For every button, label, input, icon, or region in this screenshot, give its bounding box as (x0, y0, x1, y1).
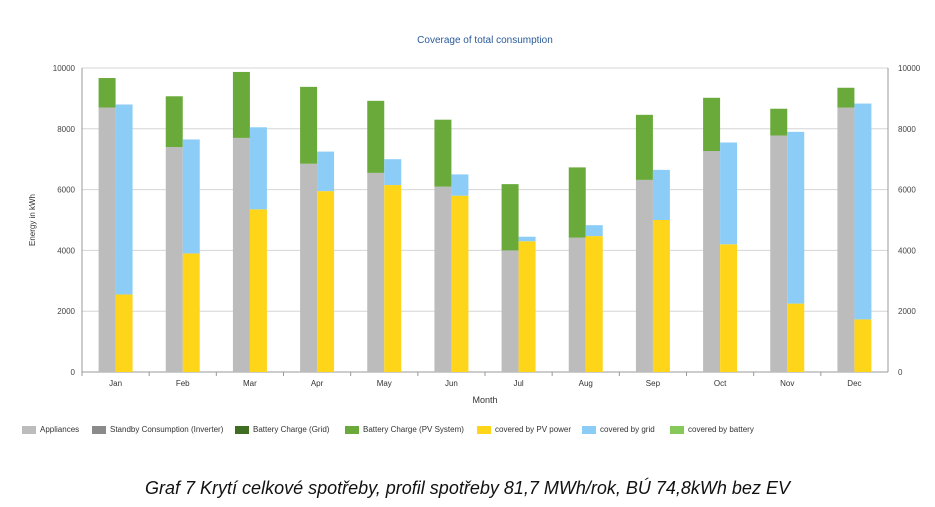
bar-coverage-may (384, 185, 402, 372)
legend-swatch (92, 425, 106, 434)
bar-consumption-oct (703, 150, 721, 372)
y-axis-label: Energy in kWh (28, 194, 37, 246)
bar-consumption-nov (770, 135, 788, 372)
legend-label: Appliances (40, 425, 80, 434)
bar-coverage-aug (585, 236, 603, 372)
bar-consumption-feb (165, 96, 183, 148)
bar-coverage-jan (115, 104, 133, 295)
bar-consumption-dec (837, 107, 855, 373)
bar-coverage-oct (720, 142, 738, 245)
bar-coverage-nov (787, 131, 805, 304)
bar-consumption-aug (568, 237, 586, 372)
legend-swatch (670, 425, 684, 434)
bar-coverage-feb (182, 139, 200, 254)
bar-consumption-jul (501, 250, 519, 372)
bar-consumption-dec (837, 87, 855, 108)
bar-coverage-dec (854, 319, 872, 372)
y-tick-label-right: 4000 (898, 246, 916, 255)
legend-item: Battery Charge (PV System) (345, 425, 464, 434)
legend-swatch (235, 425, 249, 434)
legend-swatch (22, 425, 36, 434)
bar-coverage-apr (317, 151, 335, 192)
bar-coverage-apr (317, 191, 335, 372)
bar-coverage-may (384, 159, 402, 186)
y-tick-label-left: 6000 (57, 186, 75, 195)
bar-coverage-feb (182, 253, 200, 372)
bar-consumption-apr (300, 163, 318, 372)
bar-coverage-jun (451, 195, 469, 372)
x-tick-label: Nov (780, 379, 794, 388)
legend-item: covered by grid (582, 425, 655, 434)
legend-label: Battery Charge (Grid) (253, 425, 330, 434)
y-tick-label-right: 2000 (898, 307, 916, 316)
bar-coverage-jul (518, 241, 536, 372)
bar-consumption-jul (501, 184, 519, 251)
y-tick-label-left: 0 (71, 368, 76, 377)
bar-coverage-jul (518, 236, 536, 242)
legend-swatch (345, 425, 359, 434)
y-tick-label-left: 10000 (53, 64, 76, 73)
x-tick-label: Jul (513, 379, 523, 388)
bar-coverage-dec (854, 103, 872, 320)
chart-title: Coverage of total consumption (417, 35, 553, 46)
x-tick-label: Feb (176, 379, 190, 388)
legend-label: covered by PV power (495, 425, 572, 434)
bar-consumption-jun (434, 119, 452, 187)
legend-label: covered by battery (688, 425, 754, 434)
bar-coverage-sep (652, 169, 670, 220)
bar-coverage-oct (720, 244, 738, 372)
bar-consumption-jun (434, 186, 452, 372)
x-axis-label: Month (472, 395, 497, 405)
bar-consumption-jan (98, 78, 116, 108)
bar-consumption-may (367, 100, 385, 173)
bar-consumption-apr (300, 86, 318, 164)
y-tick-label-right: 6000 (898, 186, 916, 195)
legend-item: covered by battery (670, 425, 754, 434)
legend-label: Standby Consumption (Inverter) (110, 425, 224, 434)
bar-consumption-mar (232, 137, 250, 372)
legend-label: Battery Charge (PV System) (363, 425, 464, 434)
x-tick-label: Oct (714, 379, 727, 388)
x-tick-label: Aug (579, 379, 593, 388)
bar-consumption-sep (635, 179, 653, 372)
x-tick-label: Dec (847, 379, 861, 388)
y-tick-label-left: 8000 (57, 125, 75, 134)
bar-coverage-jun (451, 174, 469, 196)
x-tick-label: May (377, 379, 392, 388)
y-tick-label-right: 0 (898, 368, 903, 377)
legend-item: covered by PV power (477, 425, 571, 434)
bar-coverage-mar (249, 209, 267, 372)
legend-item: Appliances (22, 425, 79, 434)
bar-consumption-mar (232, 71, 250, 138)
x-tick-label: Jan (109, 379, 122, 388)
bar-consumption-feb (165, 147, 183, 372)
legend-item: Battery Charge (Grid) (235, 425, 329, 434)
bar-consumption-oct (703, 97, 721, 151)
chart-canvas: Coverage of total consumption 0 0 2000 2000 4… (28, 35, 921, 405)
legend-swatch (582, 425, 596, 434)
x-tick-label: Sep (646, 379, 661, 388)
bar-coverage-mar (249, 127, 267, 210)
legend-swatch (477, 425, 491, 434)
bar-consumption-sep (635, 114, 653, 180)
figure-caption: Graf 7 Krytí celkové spotřeby, profil sp… (145, 478, 790, 498)
legend-item: Standby Consumption (Inverter) (92, 425, 223, 434)
bar-consumption-may (367, 172, 385, 372)
x-tick-label: Jun (445, 379, 458, 388)
chart-legend: Appliances Standby Consumption (Inverter)… (22, 425, 922, 441)
bar-coverage-sep (652, 220, 670, 372)
y-tick-label-left: 2000 (57, 307, 75, 316)
y-tick-label-right: 10000 (898, 64, 921, 73)
bar-coverage-jan (115, 294, 133, 372)
x-tick-label: Mar (243, 379, 257, 388)
bar-consumption-nov (770, 108, 788, 136)
bar-consumption-aug (568, 167, 586, 238)
bar-coverage-nov (787, 303, 805, 372)
y-tick-label-left: 4000 (57, 246, 75, 255)
y-tick-label-right: 8000 (898, 125, 916, 134)
bar-consumption-jan (98, 107, 116, 373)
legend-label: covered by grid (600, 425, 655, 434)
bar-coverage-aug (585, 225, 603, 237)
x-tick-label: Apr (311, 379, 324, 388)
